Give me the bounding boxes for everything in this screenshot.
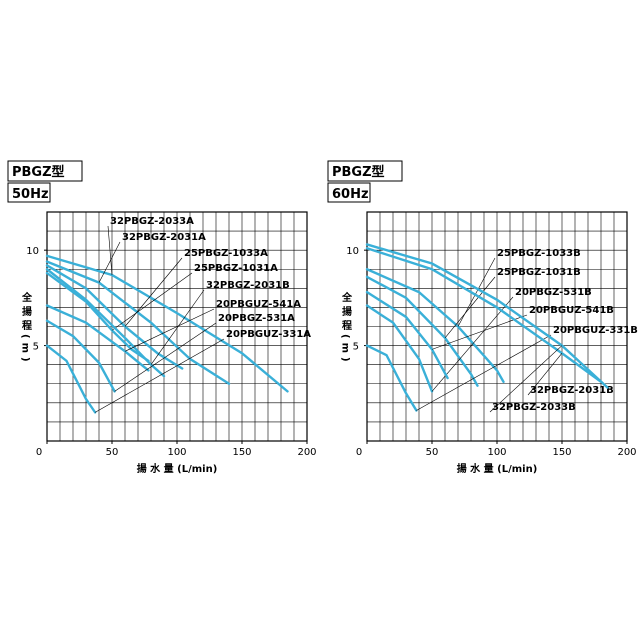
pump-curve bbox=[365, 290, 449, 380]
panel-subtitle: 50Hz bbox=[12, 187, 49, 202]
leader-line bbox=[150, 289, 205, 365]
pump-curve bbox=[45, 268, 166, 378]
curve-label: 32PBGZ-2031B bbox=[206, 280, 290, 291]
leader-line bbox=[111, 272, 193, 331]
x-tick-label: 0 bbox=[356, 447, 362, 458]
x-tick-label: 100 bbox=[487, 447, 506, 458]
y-tick-label: 10 bbox=[346, 246, 359, 257]
y-tick-label: 5 bbox=[353, 342, 359, 353]
leader-line bbox=[107, 225, 113, 275]
leader-line bbox=[124, 257, 183, 327]
curve-label: 32PBGZ-2031A bbox=[122, 232, 206, 243]
curve-label: 20PBGUZ-331B bbox=[553, 325, 638, 336]
curve-label: 25PBGZ-1031B bbox=[497, 267, 581, 278]
panel-subtitle: 60Hz bbox=[332, 187, 369, 202]
title-box bbox=[327, 160, 403, 182]
y-tick-label: 10 bbox=[26, 246, 39, 257]
subtitle-box bbox=[327, 182, 371, 203]
leader-line bbox=[124, 308, 215, 352]
leader-line bbox=[94, 338, 225, 413]
leader-line bbox=[114, 322, 217, 392]
curve-label: 25PBGZ-1033A bbox=[184, 248, 268, 259]
y-axis-label: 全揚程(m) bbox=[20, 291, 33, 366]
title-box bbox=[7, 160, 83, 182]
pump-curve bbox=[45, 344, 97, 414]
x-tick-label: 50 bbox=[106, 447, 119, 458]
leader-line bbox=[98, 241, 121, 283]
leader-line bbox=[489, 345, 563, 413]
pump-curve bbox=[45, 319, 116, 393]
x-tick-label: 100 bbox=[167, 447, 186, 458]
pump-curve bbox=[45, 271, 150, 363]
curve-label: 20PBGUZ-541A bbox=[216, 299, 301, 310]
curve-label: 20PBGUZ-541B bbox=[529, 305, 614, 316]
curve-label: 20PBGUZ-331A bbox=[226, 329, 311, 340]
pump-curve bbox=[45, 264, 184, 370]
x-tick-label: 50 bbox=[426, 447, 439, 458]
x-tick-label: 150 bbox=[232, 447, 251, 458]
curve-label: 32PBGZ-2033A bbox=[110, 216, 194, 227]
pump-curve bbox=[45, 304, 150, 372]
x-tick-label: 150 bbox=[552, 447, 571, 458]
panel-title: PBGZ型 bbox=[12, 164, 65, 180]
x-tick-label: 200 bbox=[617, 447, 636, 458]
pump-curve bbox=[365, 247, 603, 384]
curve-label: 20PBGZ-531B bbox=[515, 287, 592, 298]
leader-line bbox=[431, 314, 528, 350]
pump-curve bbox=[45, 260, 231, 385]
x-axis-label: 揚 水 量 (L/min) bbox=[457, 462, 538, 475]
pump-curve bbox=[365, 344, 418, 412]
x-axis-label: 揚 水 量 (L/min) bbox=[137, 462, 218, 475]
leader-line bbox=[527, 353, 563, 396]
leader-line bbox=[457, 257, 496, 327]
x-tick-label: 0 bbox=[36, 447, 42, 458]
curve-label: 32PBGZ-2031B bbox=[530, 385, 614, 396]
curve-label: 25PBGZ-1033B bbox=[497, 248, 581, 259]
curve-label: 25PBGZ-1031A bbox=[194, 263, 278, 274]
pump-curve bbox=[365, 304, 434, 393]
curve-label: 20PBGZ-531A bbox=[218, 313, 295, 324]
pump-curve bbox=[45, 254, 289, 393]
leader-line bbox=[416, 334, 552, 411]
x-tick-label: 200 bbox=[297, 447, 316, 458]
curve-label: 32PBGZ-2033B bbox=[492, 402, 576, 413]
panel-title: PBGZ型 bbox=[332, 164, 385, 180]
y-axis-label: 全揚程(m) bbox=[340, 291, 353, 366]
pump-curve bbox=[365, 243, 609, 389]
leader-line bbox=[444, 276, 496, 339]
y-tick-label: 5 bbox=[33, 342, 39, 353]
subtitle-box bbox=[7, 182, 51, 203]
